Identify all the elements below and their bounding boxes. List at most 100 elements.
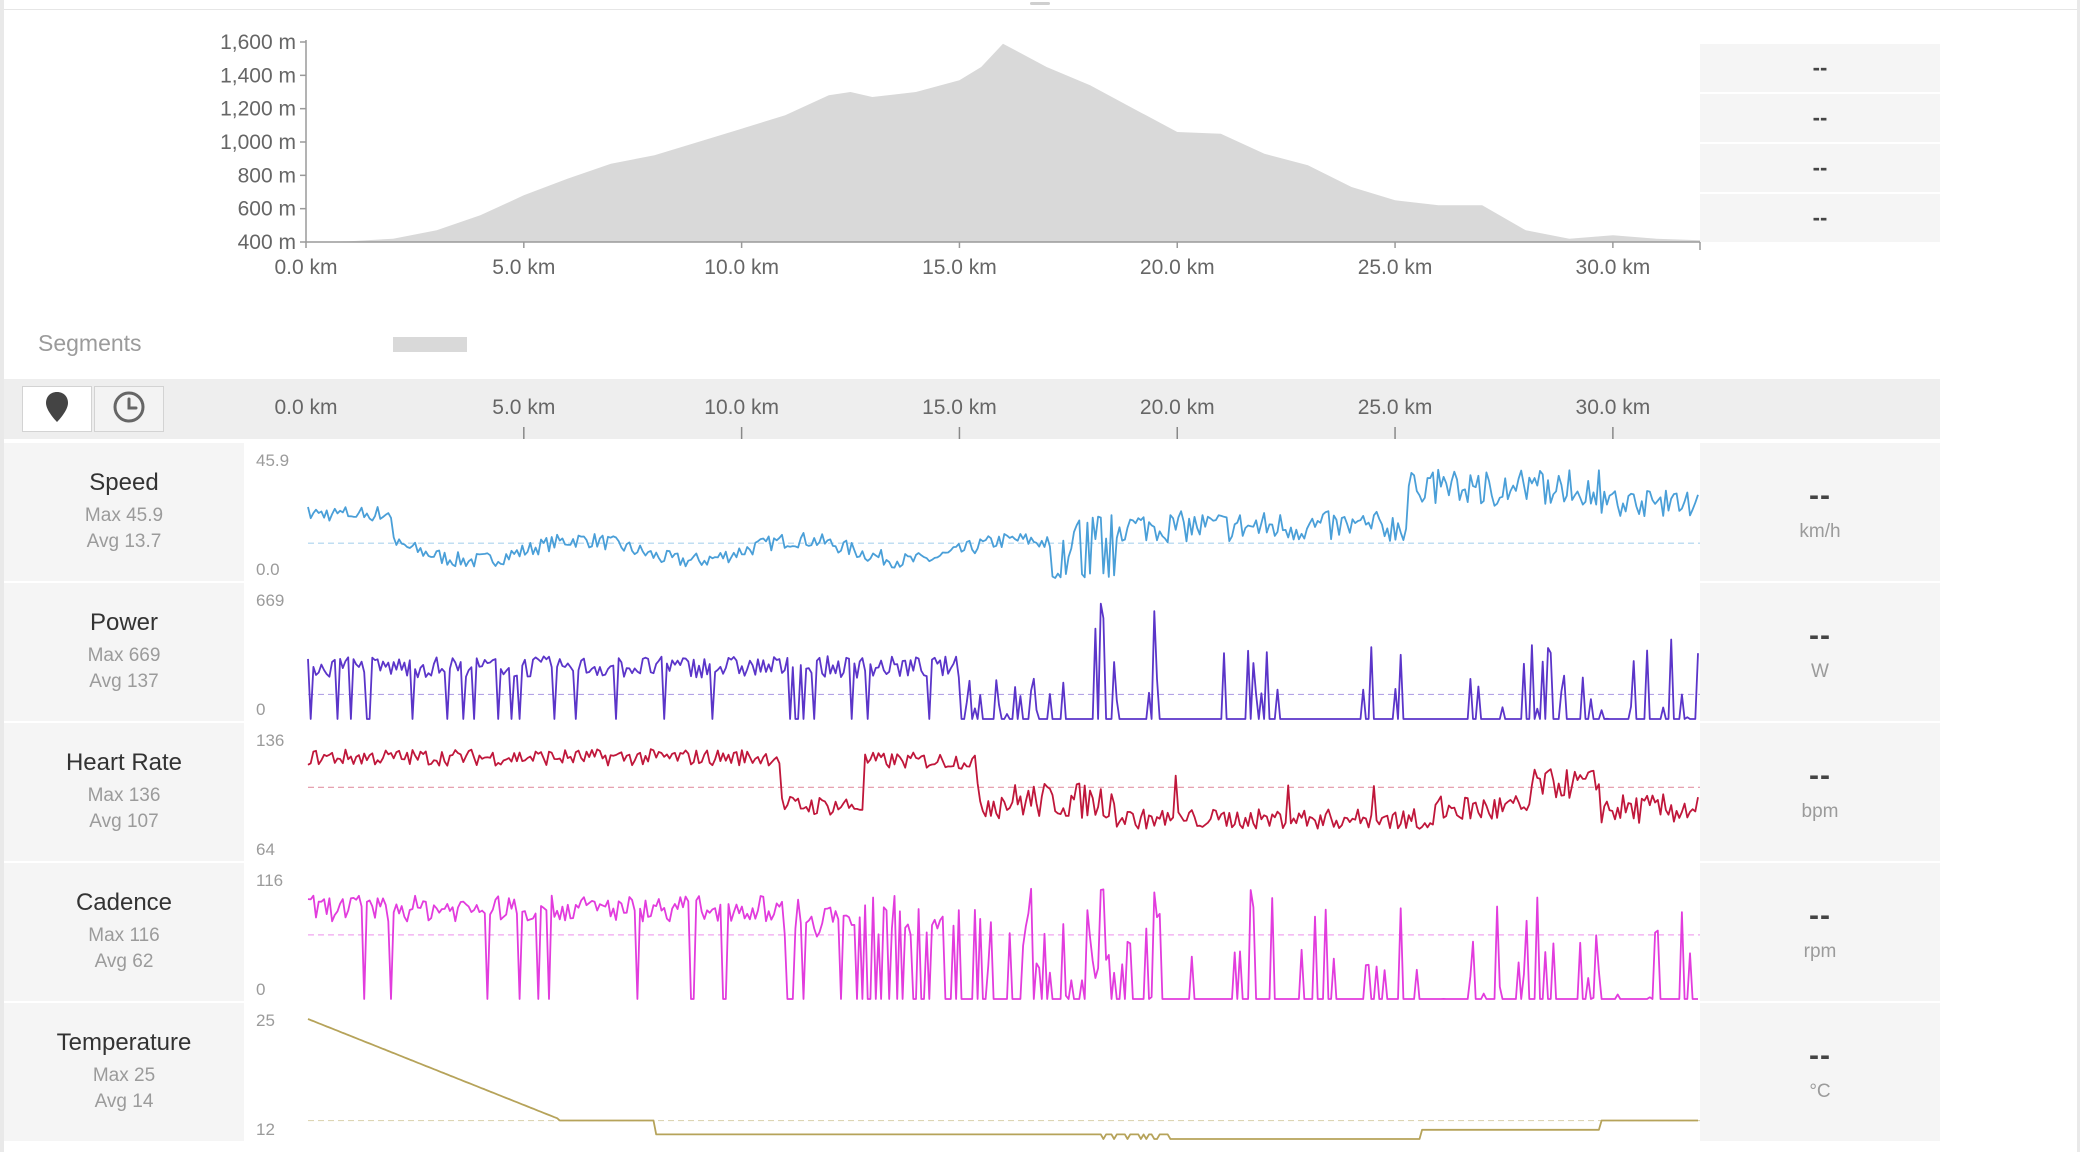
metric-current-value: -- bbox=[1809, 479, 1831, 512]
distance-tick-label: 25.0 km bbox=[1358, 396, 1433, 419]
metric-avg: Avg 13.7 bbox=[86, 531, 162, 552]
cadence-label-panel: Cadence Max 116 Avg 62 bbox=[4, 863, 244, 1001]
metric-unit: W bbox=[1811, 661, 1829, 682]
elevation-y-tick-label: 1,000 m bbox=[220, 131, 296, 154]
heart-rate-value-panel: -- bpm bbox=[1700, 723, 1940, 861]
cadence-value-panel: -- rpm bbox=[1700, 863, 1940, 1001]
resize-handle[interactable] bbox=[1030, 2, 1050, 5]
elevation-x-tick-label: 15.0 km bbox=[922, 256, 997, 279]
elevation-y-tick-label: 1,600 m bbox=[220, 31, 296, 54]
graph-min-label: 0.0 bbox=[256, 560, 280, 579]
distance-axis: 0.0 km 5.0 km 10.0 km 15.0 km 20.0 km 25.0 km… bbox=[274, 396, 1651, 439]
metric-max: Max 45.9 bbox=[84, 505, 164, 526]
distance-tick-label: 10.0 km bbox=[704, 396, 779, 419]
metric-unit: rpm bbox=[1803, 941, 1837, 962]
elevation-y-tick-label: 1,400 m bbox=[220, 64, 296, 87]
elevation-x-tick-label: 0.0 km bbox=[274, 256, 337, 279]
metric-current-value: -- bbox=[1809, 899, 1831, 932]
top-divider bbox=[4, 9, 2077, 10]
elevation-y-tick-label: 800 m bbox=[238, 164, 296, 187]
speed-row: Speed Max 45.9 Avg 13.7 45.9 0.0 -- km/h bbox=[4, 443, 2077, 581]
metric-unit: °C bbox=[1809, 1081, 1831, 1102]
graph-background bbox=[244, 583, 1700, 721]
elevation-stat-1: -- bbox=[1700, 44, 1940, 92]
distance-tick-label: 15.0 km bbox=[922, 396, 997, 419]
graph-background bbox=[244, 443, 1700, 581]
heart-rate-row: Heart Rate Max 136 Avg 107 136 64 -- bpm bbox=[4, 723, 2077, 861]
cadence-row: Cadence Max 116 Avg 62 116 0 -- rpm bbox=[4, 863, 2077, 1001]
elevation-y-tick-label: 400 m bbox=[238, 231, 296, 254]
elevation-stat-2: -- bbox=[1700, 94, 1940, 142]
metric-name: Speed bbox=[89, 469, 159, 496]
temperature-graph: 25 12 bbox=[244, 1003, 1700, 1141]
metric-trace bbox=[307, 602, 1699, 720]
map-pin-icon bbox=[44, 390, 70, 429]
elevation-x-tick-label: 5.0 km bbox=[492, 256, 555, 279]
segments-label: Segments bbox=[38, 330, 142, 356]
metric-current-value: -- bbox=[1809, 619, 1831, 652]
segment-bar[interactable] bbox=[393, 337, 467, 352]
metric-avg: Avg 107 bbox=[89, 811, 159, 832]
metric-trace bbox=[307, 748, 1699, 830]
heart-rate-label-panel: Heart Rate Max 136 Avg 107 bbox=[4, 723, 244, 861]
power-graph: 669 0 bbox=[244, 583, 1700, 721]
distance-mode-button[interactable] bbox=[22, 386, 92, 432]
speed-graph: 45.9 0.0 bbox=[244, 443, 1700, 581]
elevation-x-tick-label: 30.0 km bbox=[1576, 256, 1651, 279]
temperature-value-panel: -- °C bbox=[1700, 1003, 1940, 1141]
graph-max-label: 25 bbox=[256, 1011, 275, 1030]
metric-unit: bpm bbox=[1801, 801, 1839, 822]
heart-rate-graph: 136 64 bbox=[244, 723, 1700, 861]
graph-background bbox=[244, 1003, 1700, 1141]
speed-label-panel: Speed Max 45.9 Avg 13.7 bbox=[4, 443, 244, 581]
distance-tick-label: 5.0 km bbox=[492, 396, 555, 419]
graph-max-label: 136 bbox=[256, 731, 284, 750]
elevation-x-tick-label: 25.0 km bbox=[1358, 256, 1433, 279]
cadence-graph: 116 0 bbox=[244, 863, 1700, 1001]
graph-min-label: 0 bbox=[256, 980, 265, 999]
power-row: Power Max 669 Avg 137 669 0 -- W bbox=[4, 583, 2077, 721]
graph-min-label: 64 bbox=[256, 840, 275, 859]
graph-max-label: 45.9 bbox=[256, 451, 289, 470]
metric-unit: km/h bbox=[1799, 521, 1841, 542]
clock-icon bbox=[112, 390, 146, 429]
elevation-x-tick-label: 10.0 km bbox=[704, 256, 779, 279]
elevation-y-tick-label: 600 m bbox=[238, 198, 296, 221]
metric-name: Cadence bbox=[75, 889, 173, 916]
temperature-row: Temperature Max 25 Avg 14 25 12 -- °C bbox=[4, 1003, 2077, 1141]
distance-tick-label: 0.0 km bbox=[274, 396, 337, 419]
metric-trace bbox=[307, 887, 1698, 1000]
metric-name: Heart Rate bbox=[65, 749, 183, 776]
elevation-stat-4: -- bbox=[1700, 194, 1940, 242]
metric-max: Max 116 bbox=[88, 925, 160, 946]
metric-current-value: -- bbox=[1809, 1039, 1831, 1072]
graph-max-label: 669 bbox=[256, 591, 284, 610]
window-left-border bbox=[0, 0, 4, 1152]
distance-tick-label: 30.0 km bbox=[1576, 396, 1651, 419]
metric-trace bbox=[307, 468, 1699, 579]
metric-max: Max 669 bbox=[87, 645, 161, 666]
elevation-x-tick-label: 20.0 km bbox=[1140, 256, 1215, 279]
metric-avg: Avg 137 bbox=[89, 671, 159, 692]
power-label-panel: Power Max 669 Avg 137 bbox=[4, 583, 244, 721]
window-right-border bbox=[2077, 0, 2080, 1152]
metric-name: Power bbox=[89, 609, 159, 636]
graph-max-label: 116 bbox=[256, 871, 283, 890]
elevation-stat-3: -- bbox=[1700, 144, 1940, 192]
metric-current-value: -- bbox=[1809, 759, 1831, 792]
metric-avg: Avg 14 bbox=[94, 1091, 154, 1112]
metric-trace bbox=[307, 1018, 1698, 1140]
metric-name: Temperature bbox=[56, 1029, 192, 1056]
speed-value-panel: -- km/h bbox=[1700, 443, 1940, 581]
temperature-label-panel: Temperature Max 25 Avg 14 bbox=[4, 1003, 244, 1141]
graph-background bbox=[244, 723, 1700, 861]
graph-min-label: 12 bbox=[256, 1120, 275, 1139]
graph-min-label: 0 bbox=[256, 700, 265, 719]
metric-avg: Avg 62 bbox=[94, 951, 154, 972]
metric-max: Max 25 bbox=[92, 1065, 156, 1086]
power-value-panel: -- W bbox=[1700, 583, 1940, 721]
elevation-area bbox=[306, 43, 1700, 243]
metric-max: Max 136 bbox=[87, 785, 161, 806]
chart-toolbar: 0.0 km 5.0 km 10.0 km 15.0 km 20.0 km 25.0 km… bbox=[4, 379, 1940, 439]
time-mode-button[interactable] bbox=[94, 386, 164, 432]
